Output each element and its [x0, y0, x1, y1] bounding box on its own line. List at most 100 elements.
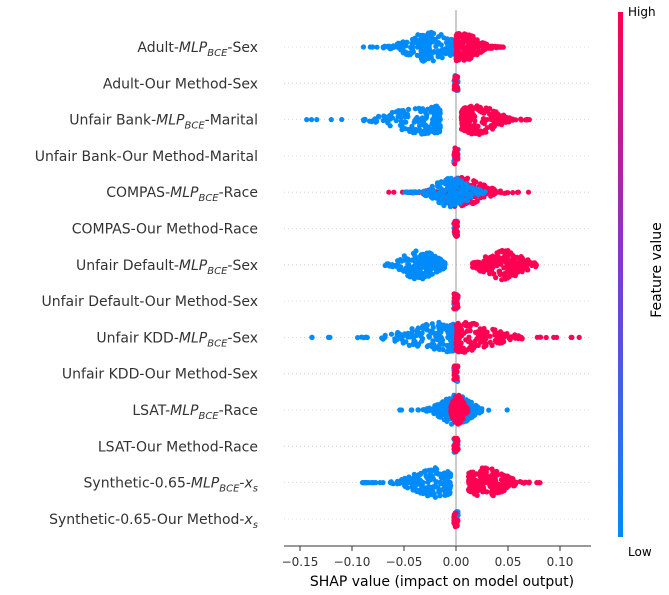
shap-point: [410, 47, 416, 54]
shap-point: [376, 114, 382, 120]
shap-point: [495, 44, 501, 50]
shap-point: [438, 480, 444, 486]
shap-point: [377, 480, 383, 486]
shap-point: [399, 258, 405, 264]
row-labels: Adult-MLPBCE-Sex Adult-Our Method-Sex Unfa…: [35, 40, 258, 531]
shap-point: [468, 50, 474, 56]
shap-point: [502, 190, 508, 196]
shap-point: [423, 42, 429, 48]
shap-point: [374, 44, 380, 50]
shap-point: [437, 342, 443, 348]
shap-point: [463, 128, 469, 134]
shap-point: [499, 277, 505, 283]
shap-point: [454, 229, 460, 235]
x-tick-label: 0.10: [547, 555, 574, 569]
shap-point: [416, 41, 423, 47]
shap-point: [410, 189, 416, 195]
shap-point: [507, 115, 513, 121]
shap-point: [436, 336, 442, 342]
shap-point: [476, 267, 482, 273]
shap-point: [423, 130, 429, 136]
shap-point: [478, 49, 484, 55]
shap-point: [454, 293, 460, 299]
shap-point: [427, 47, 433, 53]
shap-point: [448, 189, 454, 195]
shap-point: [452, 510, 458, 516]
shap-point: [403, 119, 409, 125]
shap-point: [441, 417, 447, 423]
x-tick-label: 0.05: [495, 555, 522, 569]
shap-point: [474, 52, 480, 58]
shap-point: [464, 198, 470, 204]
shap-point: [488, 254, 494, 260]
shap-point: [440, 399, 446, 405]
shap-point: [469, 414, 475, 420]
shap-point: [454, 33, 460, 39]
shap-point: [524, 117, 531, 123]
shap-point: [380, 336, 386, 342]
shap-point: [418, 483, 424, 489]
colorbar-high-label: High: [628, 5, 656, 19]
shap-point: [419, 33, 425, 39]
shap-point: [471, 105, 477, 111]
shap-point: [430, 58, 436, 64]
shap-point: [451, 514, 457, 521]
shap-point: [374, 118, 380, 124]
shap-point: [490, 479, 496, 485]
shap-point: [436, 34, 442, 40]
shap-point: [445, 176, 452, 182]
shap-point: [467, 345, 473, 351]
shap-point: [427, 328, 433, 334]
shap-point: [447, 479, 453, 486]
x-axis: −0.15 −0.10 −0.05 0.00 0.05 0.10: [282, 545, 591, 569]
shap-point: [480, 334, 486, 340]
shap-point: [428, 128, 435, 134]
shap-point: [484, 117, 490, 123]
shap-point: [492, 254, 498, 261]
shap-point: [481, 327, 487, 333]
shap-point: [538, 334, 544, 340]
shap-point: [503, 484, 509, 490]
shap-point: [434, 466, 440, 472]
shap-point: [411, 119, 417, 125]
shap-point: [456, 197, 463, 203]
row-label: Unfair Bank-MLPBCE-Marital: [69, 113, 258, 132]
colorbar-low-label: Low: [628, 545, 652, 559]
shap-point: [453, 41, 459, 47]
shap-point: [452, 202, 458, 208]
shap-point: [458, 180, 465, 186]
shap-point: [452, 145, 458, 151]
shap-point: [412, 275, 418, 281]
shap-point: [417, 274, 423, 280]
shap-point: [426, 333, 432, 339]
shap-point: [304, 117, 310, 123]
shap-point: [526, 479, 532, 485]
shap-point: [466, 43, 472, 49]
shap-point: [309, 334, 315, 340]
shap-point: [461, 52, 467, 59]
shap-point: [415, 261, 421, 267]
shap-point: [524, 266, 530, 272]
shap-point: [360, 480, 366, 486]
shap-point: [414, 52, 420, 59]
colorbar-title: Feature value: [649, 222, 665, 318]
shap-point: [453, 233, 459, 239]
shap-point: [431, 342, 437, 348]
row-label: LSAT-Our Method-Race: [98, 439, 258, 455]
shap-point: [425, 30, 431, 37]
shap-point: [388, 331, 395, 337]
shap-point: [425, 343, 431, 349]
shap-point: [429, 106, 435, 113]
shap-point: [460, 400, 466, 407]
shap-point: [494, 260, 500, 266]
shap-point: [472, 188, 478, 194]
shap-point: [488, 489, 495, 495]
shap-point: [515, 189, 522, 195]
shap-point: [470, 260, 476, 266]
shap-point: [406, 342, 412, 348]
shap-point: [415, 407, 421, 413]
shap-point: [325, 334, 332, 340]
row-label: COMPAS-Our Method-Race: [72, 222, 258, 238]
shap-point: [458, 187, 464, 193]
shap-point: [431, 30, 437, 37]
